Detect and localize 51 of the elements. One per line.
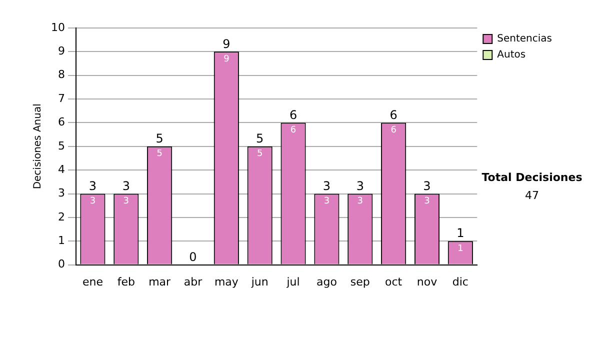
y-tick-label: 9 xyxy=(58,44,65,58)
y-tick-label: 8 xyxy=(58,68,65,82)
total-label: 3 xyxy=(322,178,331,193)
y-tick-label: 5 xyxy=(58,139,65,152)
y-tick-label: 6 xyxy=(58,116,65,129)
y-tick-label: 4 xyxy=(58,162,65,176)
data-label: 3 xyxy=(324,196,330,207)
x-tick-label: ago xyxy=(316,275,338,288)
x-tick-label: oct xyxy=(385,275,403,288)
y-axis-title: Decisiones Anual xyxy=(32,104,44,190)
text: 47 xyxy=(525,188,539,202)
data-label: 3 xyxy=(90,196,96,207)
x-tick-label: ene xyxy=(82,275,104,288)
total-label: 6 xyxy=(289,108,298,122)
total-label: 9 xyxy=(222,36,230,51)
total-label: 5 xyxy=(256,132,264,146)
data-label: 3 xyxy=(123,196,130,207)
y-tick-label: 1 xyxy=(58,234,65,247)
x-tick-label: dic xyxy=(452,275,468,288)
total-label: 3 xyxy=(122,178,130,193)
legend-label: Autos xyxy=(497,50,526,61)
data-label: 3 xyxy=(357,196,364,207)
data-label: 1 xyxy=(458,244,464,254)
total-label: 1 xyxy=(456,226,464,240)
y-tick-label: 7 xyxy=(58,92,65,105)
legend-label: Sentencias xyxy=(497,34,552,45)
total-label: 3 xyxy=(88,178,97,193)
text: Total Decisiones xyxy=(482,170,583,184)
data-label: 3 xyxy=(424,196,430,207)
total-label: 3 xyxy=(356,178,364,193)
data-label: 6 xyxy=(290,126,296,136)
x-tick-label: jul xyxy=(286,275,300,288)
x-tick-label: jun xyxy=(250,275,268,288)
total-label: 0 xyxy=(189,250,197,264)
total-label: 6 xyxy=(390,108,398,122)
y-tick-label: 3 xyxy=(58,186,65,200)
data-label: 5 xyxy=(256,149,263,160)
y-tick-label: 2 xyxy=(58,210,65,224)
total-label: 3 xyxy=(423,178,431,193)
x-tick-label: feb xyxy=(117,275,135,288)
data-label: 9 xyxy=(224,54,230,65)
x-tick-label: nov xyxy=(416,275,438,288)
x-tick-label: may xyxy=(214,275,239,288)
data-label: 5 xyxy=(156,149,162,160)
total-label: 5 xyxy=(156,132,164,146)
y-tick-label: 10 xyxy=(50,20,65,34)
x-tick-label: mar xyxy=(148,275,172,288)
x-tick-label: abr xyxy=(184,275,203,288)
x-tick-label: sep xyxy=(350,275,370,288)
y-tick-label: 0 xyxy=(58,258,65,271)
data-label: 6 xyxy=(390,126,397,136)
